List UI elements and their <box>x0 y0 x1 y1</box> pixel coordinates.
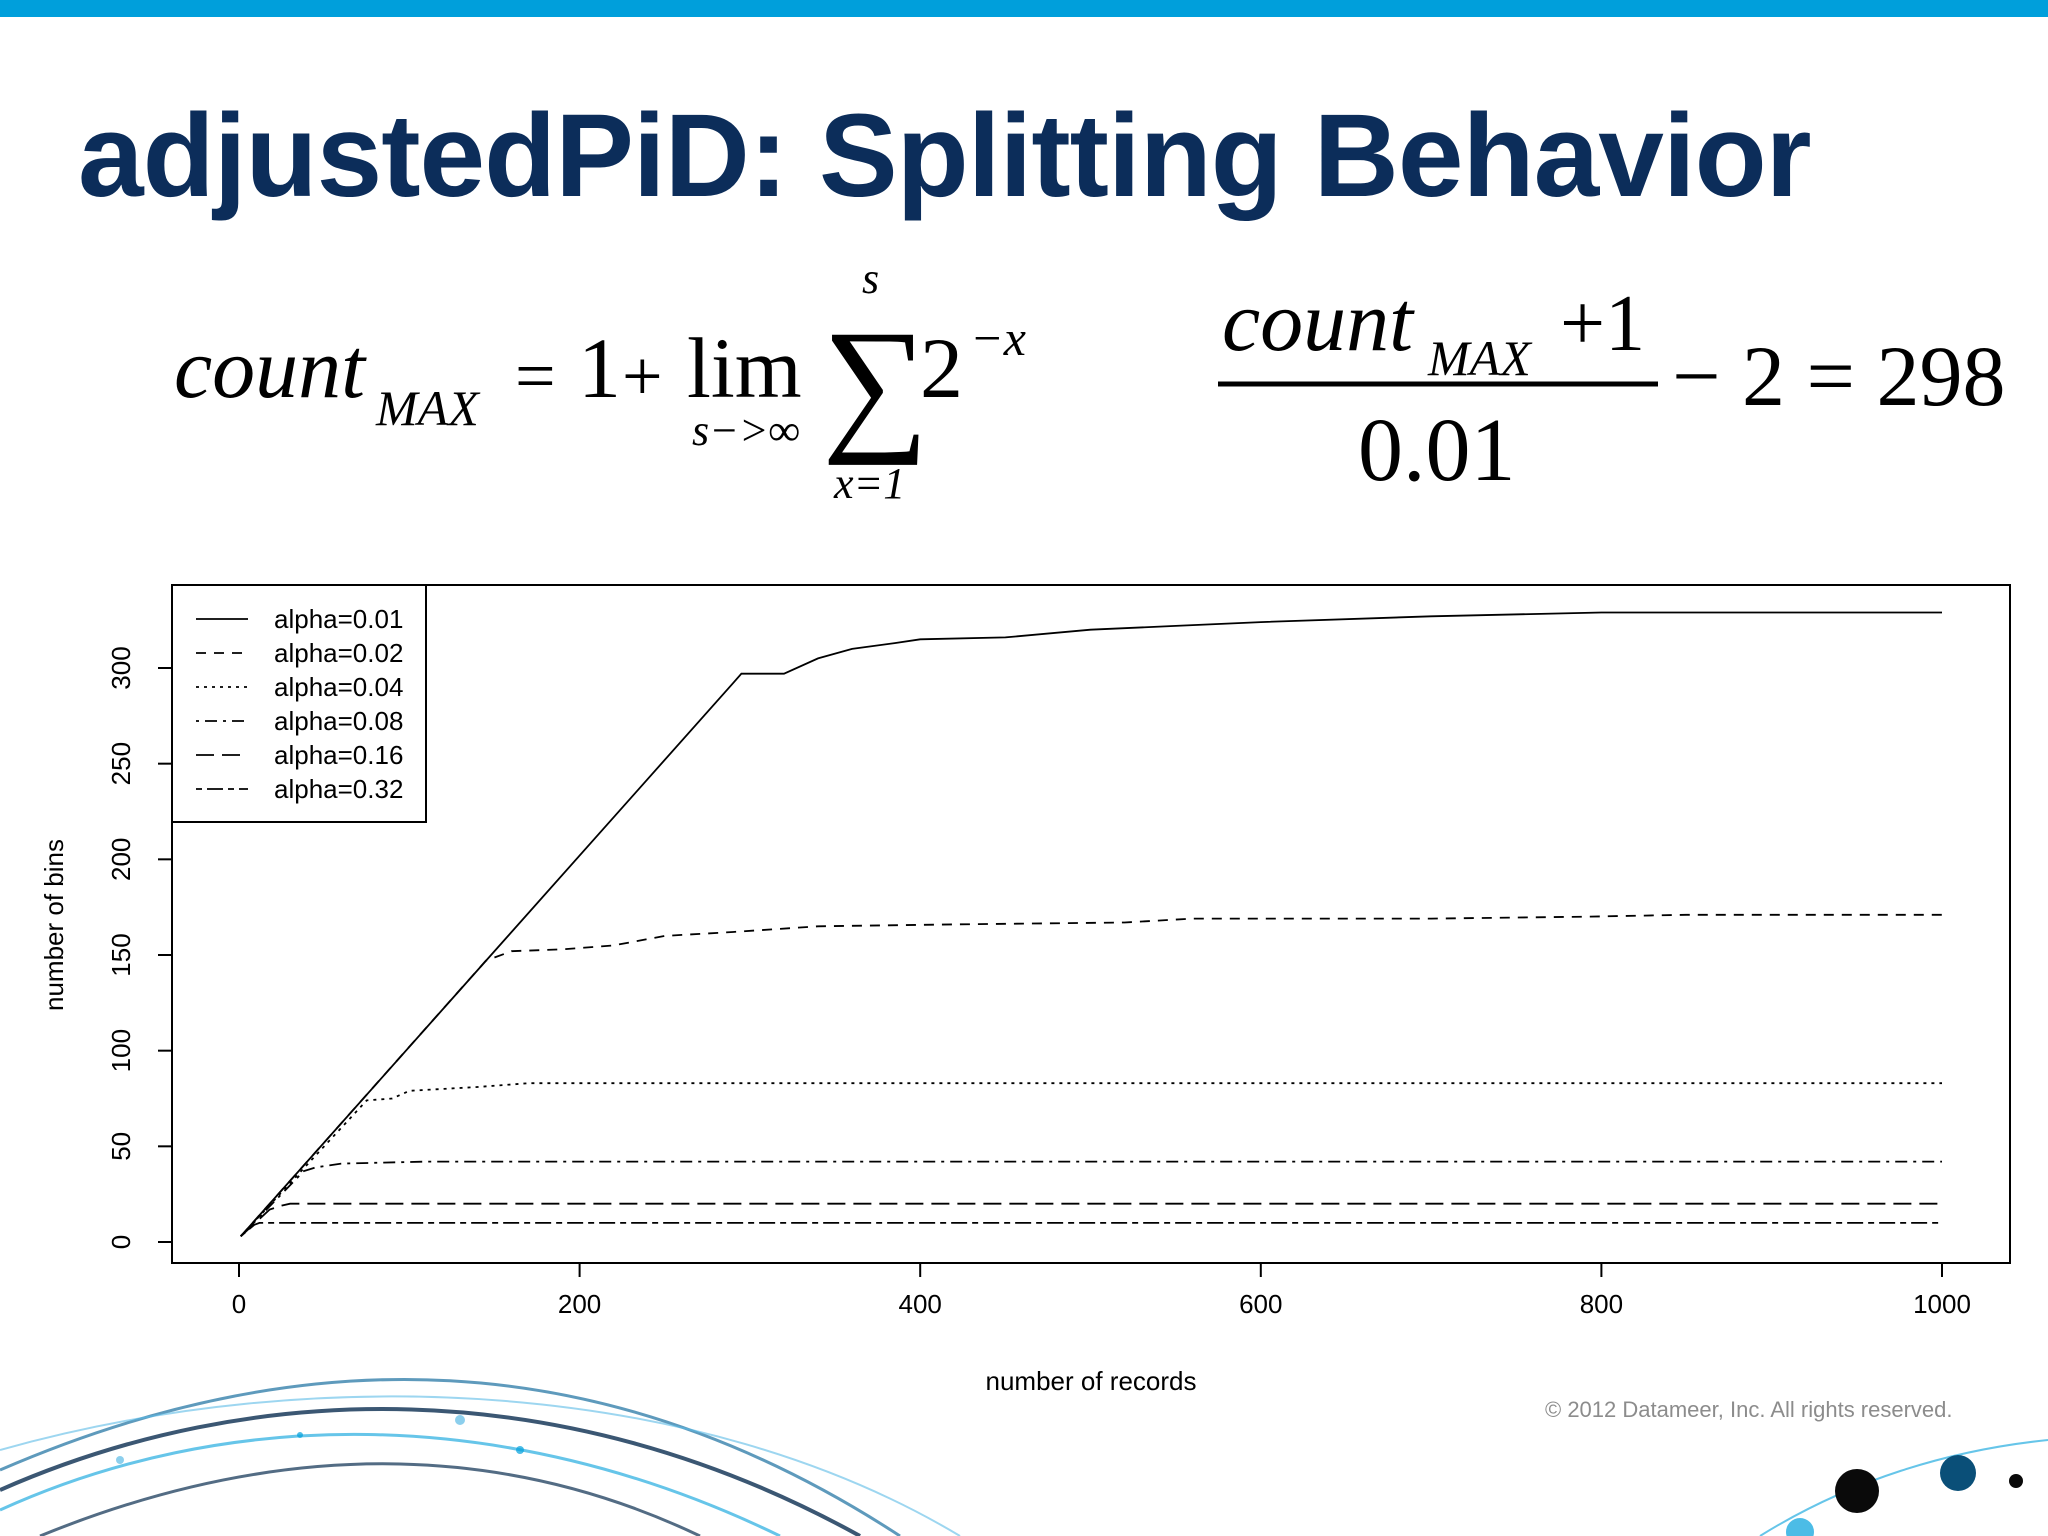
formula-lhs: count <box>174 320 367 416</box>
formula-lhs-subscript: MAX <box>375 380 481 436</box>
y-tick-label: 200 <box>106 838 136 881</box>
formula-count-max: count MAX = 1 + lim s−>∞ s ∑ x=1 2 −x <box>174 255 1026 508</box>
copyright-notice: © 2012 Datameer, Inc. All rights reserve… <box>1545 1397 1953 1422</box>
x-tick-label: 400 <box>899 1289 942 1319</box>
x-tick-label: 800 <box>1580 1289 1623 1319</box>
series-line-2 <box>240 913 1942 1237</box>
fraction-numerator-var: count <box>1222 275 1415 369</box>
y-axis-label: number of bins <box>39 839 69 1011</box>
series-line-1 <box>240 611 1942 1237</box>
legend-label: alpha=0.16 <box>274 740 403 770</box>
formula-sum-upper: s <box>862 255 879 303</box>
top-accent-bar <box>0 0 2048 17</box>
formula-one: 1 <box>578 320 621 416</box>
y-tick-label: 300 <box>106 646 136 689</box>
formula-max-bins: count MAX +1 0.01 − 2 = 298 <box>1218 275 2006 500</box>
slide-title: adjustedPiD: Splitting Behavior <box>78 90 1812 222</box>
y-tick-label: 250 <box>106 742 136 785</box>
series-line-5 <box>240 1202 1942 1237</box>
formula-lim-subscript: s−>∞ <box>692 406 800 455</box>
x-tick-label: 1000 <box>1913 1289 1971 1319</box>
fraction-numerator-rest: +1 <box>1560 280 1645 368</box>
x-axis-label: number of records <box>986 1366 1197 1396</box>
y-tick-label: 100 <box>106 1029 136 1072</box>
legend-label: alpha=0.08 <box>274 706 403 736</box>
formula-equals: = <box>515 336 556 416</box>
formula-plus: + <box>622 336 663 416</box>
y-tick-label: 0 <box>106 1235 136 1249</box>
formula-base: 2 <box>920 320 963 416</box>
formula-exponent: −x <box>970 310 1026 366</box>
x-tick-label: 600 <box>1239 1289 1282 1319</box>
x-tick-label: 0 <box>232 1289 246 1319</box>
legend-label: alpha=0.01 <box>274 604 403 634</box>
legend-label: alpha=0.32 <box>274 774 403 804</box>
x-tick-label: 200 <box>558 1289 601 1319</box>
legend-label: alpha=0.02 <box>274 638 403 668</box>
decorative-swoosh-graphic <box>0 1378 2048 1536</box>
fraction-numerator-subscript: MAX <box>1427 330 1533 386</box>
formula-sigma: ∑ <box>822 300 929 466</box>
fraction-denominator: 0.01 <box>1358 401 1516 500</box>
chart: 0 200 400 600 800 1000 0 50 100 150 200 250 300 alph… <box>39 584 2011 1396</box>
axes: 0 200 400 600 800 1000 0 50 100 150 200 250 300 <box>106 646 1971 1319</box>
legend-box <box>171 584 427 823</box>
legend: alpha=0.01 alpha=0.02 alpha=0.04 alpha=0.08… <box>171 584 427 823</box>
series-line-6 <box>240 1222 1942 1237</box>
formula-tail: − 2 = 298 <box>1672 328 2006 424</box>
y-tick-label: 150 <box>106 933 136 976</box>
series-line-3 <box>240 1082 1942 1237</box>
series-line-4 <box>240 1160 1942 1237</box>
formula-sum-lower: x=1 <box>833 459 905 508</box>
formula-lim: lim <box>687 320 802 416</box>
series-lines <box>240 611 1942 1237</box>
legend-label: alpha=0.04 <box>274 672 403 702</box>
y-tick-label: 50 <box>106 1132 136 1161</box>
